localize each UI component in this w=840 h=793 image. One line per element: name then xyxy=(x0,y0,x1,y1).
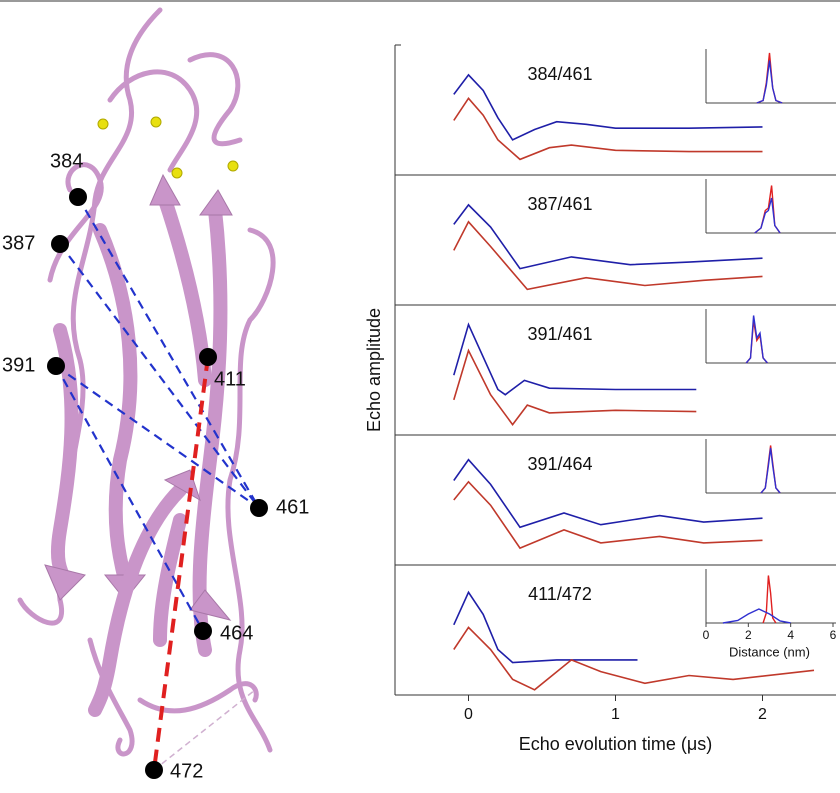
ribbon xyxy=(107,69,200,173)
trace xyxy=(754,185,781,234)
inset-tick-label: 6 xyxy=(830,628,837,642)
ribbon xyxy=(187,52,243,147)
x-tick-label: 1 xyxy=(611,706,620,723)
panel-label: 391/461 xyxy=(527,324,592,344)
distance-lines xyxy=(55,196,260,632)
strand-arrow xyxy=(149,173,181,206)
residue-label: 391 xyxy=(2,354,35,376)
residue-label: 411 xyxy=(214,368,246,390)
panel-label: 411/472 xyxy=(528,584,592,604)
trace xyxy=(453,458,763,529)
trace xyxy=(453,203,763,270)
residue-label: 464 xyxy=(220,622,253,644)
trace xyxy=(453,96,763,161)
trace xyxy=(722,608,791,624)
trace xyxy=(453,626,815,691)
strand xyxy=(158,193,212,387)
trace xyxy=(453,590,638,664)
strand xyxy=(50,323,79,587)
y-axis-label: Echo amplitude xyxy=(364,308,384,432)
ribbon xyxy=(225,227,276,753)
x-tick-label: 0 xyxy=(464,706,473,723)
x-axis-label: Echo evolution time (μs) xyxy=(519,734,712,754)
trace xyxy=(760,447,781,494)
residue-label: 472 xyxy=(170,760,203,782)
panel-label: 387/461 xyxy=(527,194,592,214)
strand xyxy=(153,513,187,647)
trace xyxy=(756,60,783,104)
protein-structure xyxy=(17,7,276,779)
trace xyxy=(453,220,763,291)
metal-ions xyxy=(97,116,239,179)
trace xyxy=(745,320,768,364)
inset-tick-label: 2 xyxy=(745,628,752,642)
strand-arrow xyxy=(199,189,233,216)
trace xyxy=(453,348,697,426)
trace xyxy=(453,322,697,396)
trace xyxy=(754,197,781,234)
residue-label: 384 xyxy=(50,150,83,172)
ribbon xyxy=(17,7,163,626)
link-line xyxy=(153,689,256,771)
trace xyxy=(745,315,768,364)
x-tick-label: 2 xyxy=(758,706,767,723)
strand-arrow xyxy=(189,589,232,621)
spin-labels xyxy=(47,188,268,779)
residue-label: 387 xyxy=(2,232,35,254)
trace xyxy=(762,575,777,624)
trace xyxy=(453,73,763,141)
panel-label: 384/461 xyxy=(527,64,592,84)
strand-arrow xyxy=(44,564,86,601)
trace xyxy=(453,480,763,550)
inset-tick-label: 4 xyxy=(787,628,794,642)
distance-line-red xyxy=(152,356,210,771)
panel-label: 391/464 xyxy=(527,454,592,474)
inset-x-label: Distance (nm) xyxy=(729,644,810,659)
inset-tick-label: 0 xyxy=(703,628,710,642)
residue-label: 461 xyxy=(276,496,309,518)
strand xyxy=(192,203,228,657)
strand xyxy=(88,483,187,717)
strand xyxy=(93,223,138,587)
